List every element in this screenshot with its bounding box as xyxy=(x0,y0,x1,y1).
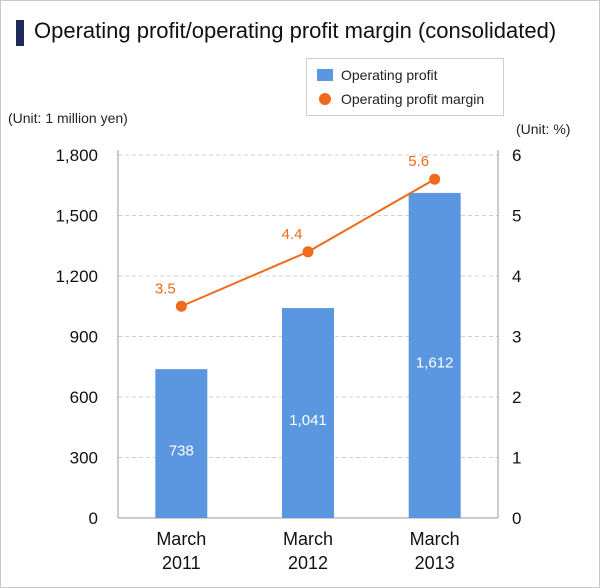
left-axis-tick-label: 1,500 xyxy=(55,207,98,226)
title-accent-bar xyxy=(16,20,24,46)
left-axis-tick-label: 900 xyxy=(70,328,98,347)
margin-line xyxy=(180,178,436,308)
bar-value-label: 1,041 xyxy=(289,412,327,429)
legend-label-operating-profit: Operating profit xyxy=(341,67,438,83)
x-axis-category-label: March xyxy=(283,529,333,549)
legend: Operating profit Operating profit margin xyxy=(306,58,504,116)
legend-item-operating-profit: Operating profit xyxy=(317,65,438,85)
left-axis-tick-label: 1,800 xyxy=(55,146,98,165)
chart-title: Operating profit/operating profit margin… xyxy=(34,18,557,43)
legend-label-operating-profit-margin: Operating profit margin xyxy=(341,91,485,107)
bar-operating-profit xyxy=(408,192,461,518)
legend-item-operating-profit-margin: Operating profit margin xyxy=(317,89,484,109)
legend-line-marker xyxy=(319,93,331,105)
bar-value-label: 738 xyxy=(169,443,194,460)
x-axis-category-label: March xyxy=(410,529,460,549)
left-axis-unit-label: (Unit: 1 million yen) xyxy=(8,110,128,126)
right-axis-tick-label: 5 xyxy=(512,207,521,226)
x-axis-category-label: 2012 xyxy=(288,553,328,573)
margin-point xyxy=(175,300,187,312)
x-axis-category-label: 2013 xyxy=(415,553,455,573)
right-axis-tick-label: 3 xyxy=(512,328,521,347)
margin-value-label: 4.4 xyxy=(282,226,303,243)
margin-point xyxy=(302,246,314,258)
right-axis-tick-label: 4 xyxy=(512,267,521,286)
bar-operating-profit xyxy=(155,369,208,518)
legend-bar-swatch xyxy=(317,69,333,81)
right-axis-tick-label: 0 xyxy=(512,509,521,528)
x-axis-category-label: 2011 xyxy=(162,553,201,573)
margin-value-label: 5.6 xyxy=(408,153,429,170)
left-axis-tick-label: 1,200 xyxy=(55,267,98,286)
bar-operating-profit xyxy=(282,308,334,518)
margin-value-label: 3.5 xyxy=(155,280,176,297)
left-axis-tick-label: 300 xyxy=(70,449,98,468)
right-axis-tick-label: 1 xyxy=(512,449,521,468)
bar-value-label: 1,612 xyxy=(416,354,454,371)
left-axis-tick-label: 0 xyxy=(89,509,98,528)
margin-point xyxy=(429,173,441,185)
right-axis-tick-label: 6 xyxy=(512,146,521,165)
right-axis-unit-label: (Unit: %) xyxy=(516,121,571,137)
left-axis-tick-label: 600 xyxy=(70,388,98,407)
x-axis-category-label: March xyxy=(156,529,206,549)
right-axis-tick-label: 2 xyxy=(512,388,521,407)
